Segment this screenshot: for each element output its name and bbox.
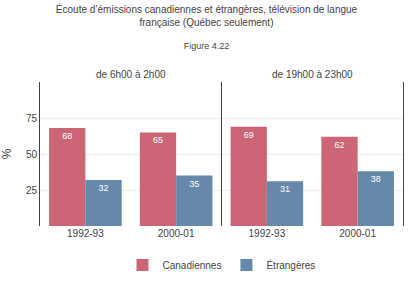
svg-text:Canadiennes: Canadiennes xyxy=(163,260,222,271)
svg-text:31: 31 xyxy=(280,184,290,194)
svg-text:25: 25 xyxy=(26,185,38,196)
svg-text:de 6h00 à 2h00: de 6h00 à 2h00 xyxy=(96,69,166,80)
svg-text:de 19h00 à 23h00: de 19h00 à 23h00 xyxy=(272,69,353,80)
svg-text:65: 65 xyxy=(153,135,163,145)
svg-text:75: 75 xyxy=(26,113,38,124)
svg-text:Écoute d’émissions canadiennes: Écoute d’émissions canadiennes et étrang… xyxy=(56,3,358,28)
svg-text:2000-01: 2000-01 xyxy=(339,228,376,239)
svg-text:Figure 4.22: Figure 4.22 xyxy=(184,41,230,51)
svg-text:Étrangères: Étrangères xyxy=(266,259,315,271)
svg-text:69: 69 xyxy=(244,130,254,140)
svg-text:1992-93: 1992-93 xyxy=(67,228,104,239)
svg-text:50: 50 xyxy=(26,149,38,160)
svg-text:2000-01: 2000-01 xyxy=(158,228,195,239)
svg-text:62: 62 xyxy=(334,140,344,150)
svg-text:35: 35 xyxy=(189,179,199,189)
svg-text:68: 68 xyxy=(62,131,72,141)
svg-text:%: % xyxy=(0,148,14,159)
svg-text:32: 32 xyxy=(99,183,109,193)
svg-text:38: 38 xyxy=(371,174,381,184)
svg-text:1992-93: 1992-93 xyxy=(249,228,286,239)
